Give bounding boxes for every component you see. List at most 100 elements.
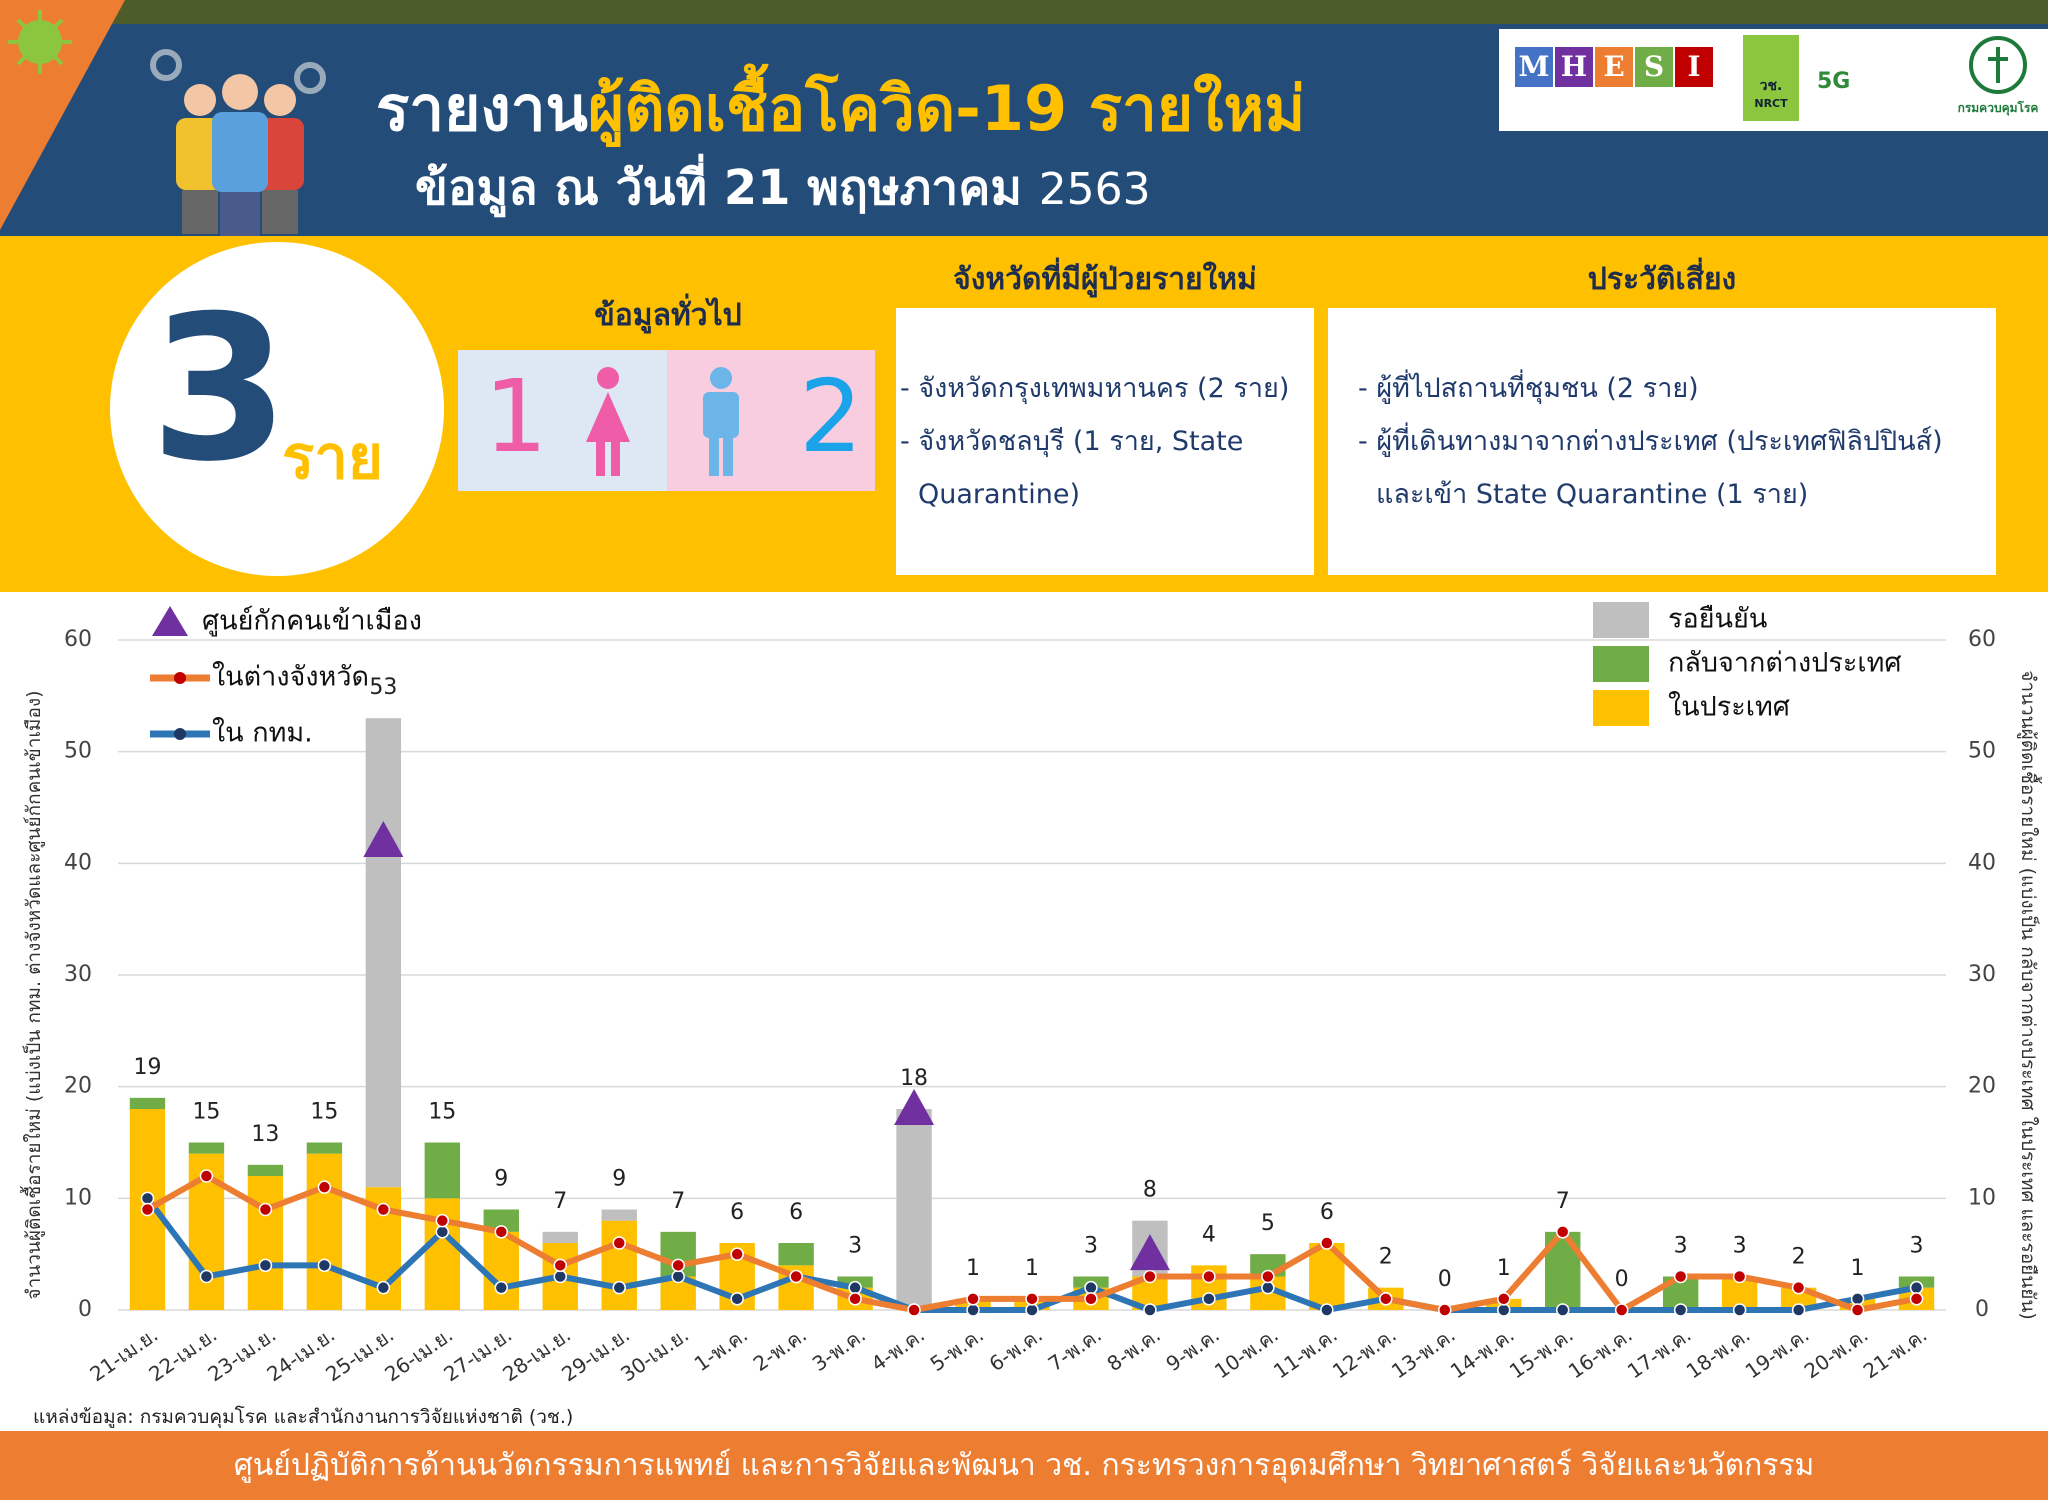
- line-point: [612, 1280, 626, 1295]
- x-tick-label: 15-พ.ค.: [1505, 1322, 1578, 1383]
- line-point: [1025, 1303, 1039, 1317]
- total-label: 2: [1792, 1245, 1806, 1270]
- line-point: [612, 1236, 626, 1250]
- total-label: 6: [730, 1200, 744, 1225]
- people-icon: [150, 49, 326, 236]
- line-point: [1555, 1225, 1570, 1239]
- bar-segment: [483, 1209, 519, 1232]
- total-label: 6: [789, 1200, 803, 1225]
- line-point: [1732, 1303, 1747, 1317]
- risk-item: - ผู้ที่ไปสถานที่ชุมชน (2 ราย): [1358, 373, 1699, 404]
- bar-segment: [542, 1231, 578, 1243]
- bar-segment: [365, 718, 402, 1188]
- line-point: [1791, 1303, 1806, 1317]
- legend-label: ศูนย์กักคนเข้าเมือง: [202, 605, 422, 637]
- logo-text: NRCT: [1754, 97, 1788, 110]
- total-label: 3: [848, 1234, 862, 1259]
- x-tick-label: 17-พ.ค.: [1623, 1322, 1696, 1383]
- total-label: 9: [494, 1167, 508, 1192]
- provinces-title: จังหวัดที่มีผู้ป่วยรายใหม่: [953, 262, 1257, 297]
- source: แหล่งข้อมูล: กรมควบคุมโรค และสำนักงานการ…: [33, 1406, 574, 1428]
- risk-item: - ผู้ที่เดินทางมาจากต่างประเทศ (ประเทศฟิ…: [1358, 426, 1943, 510]
- bar-segment: [306, 1142, 343, 1154]
- logo-text: กรมควบคุมโรค: [1957, 101, 2039, 115]
- total-label: 1: [1025, 1256, 1039, 1281]
- line-point: [1850, 1303, 1865, 1317]
- x-tick-label: 8-พ.ค.: [1103, 1322, 1165, 1376]
- line-point: [1673, 1269, 1688, 1284]
- logo-letter: E: [1595, 47, 1633, 87]
- male-count: 2: [799, 358, 863, 475]
- total-label: 7: [1556, 1189, 1570, 1214]
- line-point: [1320, 1236, 1334, 1250]
- line-point: [1261, 1269, 1275, 1284]
- total-circle: [110, 242, 444, 576]
- total-count: 3: [150, 273, 290, 506]
- line-point: [1202, 1292, 1216, 1306]
- bar-segment: [129, 1097, 166, 1109]
- line-point: [1438, 1303, 1452, 1317]
- total-label: 3: [1674, 1234, 1688, 1259]
- total-label: 1: [1851, 1256, 1865, 1281]
- x-tick-label: 20-พ.ค.: [1800, 1322, 1873, 1383]
- line-point: [553, 1269, 568, 1284]
- legend-label: กลับจากต่างประเทศ: [1668, 648, 1902, 679]
- total-label: 3: [1910, 1234, 1924, 1259]
- line-point: [376, 1280, 391, 1295]
- male-box: 2: [667, 350, 875, 491]
- y-tick-label: 10: [64, 1185, 92, 1210]
- total-label: 1: [1497, 1256, 1511, 1281]
- line-point: [1496, 1292, 1511, 1306]
- x-tick-label: 5-พ.ค.: [926, 1322, 988, 1376]
- total-label: 15: [310, 1100, 338, 1125]
- bar-segment: [247, 1164, 284, 1176]
- line-point: [553, 1258, 568, 1273]
- total-label: 4: [1202, 1222, 1216, 1247]
- legend-dot: [174, 672, 186, 684]
- line-point: [1791, 1280, 1806, 1295]
- provinces-box: - จังหวัดกรุงเทพมหานคร (2 ราย) - จังหวัดช…: [896, 308, 1314, 575]
- legend-dot: [174, 728, 186, 740]
- line-point: [1614, 1303, 1629, 1317]
- line-point: [140, 1202, 155, 1217]
- total-label: 6: [1320, 1200, 1334, 1225]
- bar-segment: [424, 1142, 461, 1199]
- y-tick-label: 20: [64, 1074, 92, 1099]
- line-point: [671, 1269, 685, 1284]
- x-tick-label: 19-พ.ค.: [1741, 1322, 1814, 1383]
- y-tick-label: 50: [64, 739, 92, 764]
- y-tick-label: 60: [64, 627, 92, 652]
- y2-tick-label: 10: [1968, 1185, 1996, 1210]
- line-point: [1143, 1303, 1157, 1317]
- logo-letter: S: [1635, 47, 1673, 87]
- x-tick-label: 2-พ.ค.: [749, 1322, 811, 1376]
- bar-segment: [601, 1220, 637, 1310]
- line-point: [494, 1225, 509, 1239]
- corner-decor: [0, 0, 125, 230]
- total-label: 1: [966, 1256, 980, 1281]
- female-box: 1: [458, 350, 667, 491]
- line-point: [907, 1303, 921, 1317]
- line-point: [317, 1258, 332, 1273]
- y2-tick-label: 20: [1968, 1074, 1996, 1099]
- x-tick-label: 13-พ.ค.: [1387, 1322, 1460, 1383]
- x-tick-label: 6-พ.ค.: [985, 1322, 1047, 1376]
- line-point: [848, 1280, 862, 1295]
- line-point: [1261, 1280, 1275, 1295]
- x-tick-label: 30-เม.ย.: [616, 1322, 693, 1386]
- triangle-marker: [1129, 1234, 1170, 1271]
- x-tick-label: 12-พ.ค.: [1328, 1322, 1401, 1383]
- x-tick-label: 3-พ.ค.: [808, 1322, 870, 1376]
- date-text: ข้อมูล ณ วันที่ 21 พฤษภาคม: [415, 160, 1022, 216]
- legend-label: ในต่างจังหวัด: [212, 661, 369, 693]
- line-point: [435, 1225, 450, 1239]
- y2-tick-label: 40: [1968, 850, 1996, 875]
- line-point: [789, 1269, 803, 1284]
- male-icon: [703, 367, 739, 476]
- general-title: ข้อมูลทั่วไป: [594, 298, 742, 333]
- line-point: [730, 1292, 744, 1306]
- total-label: 7: [671, 1189, 685, 1214]
- line-point: [1084, 1292, 1098, 1306]
